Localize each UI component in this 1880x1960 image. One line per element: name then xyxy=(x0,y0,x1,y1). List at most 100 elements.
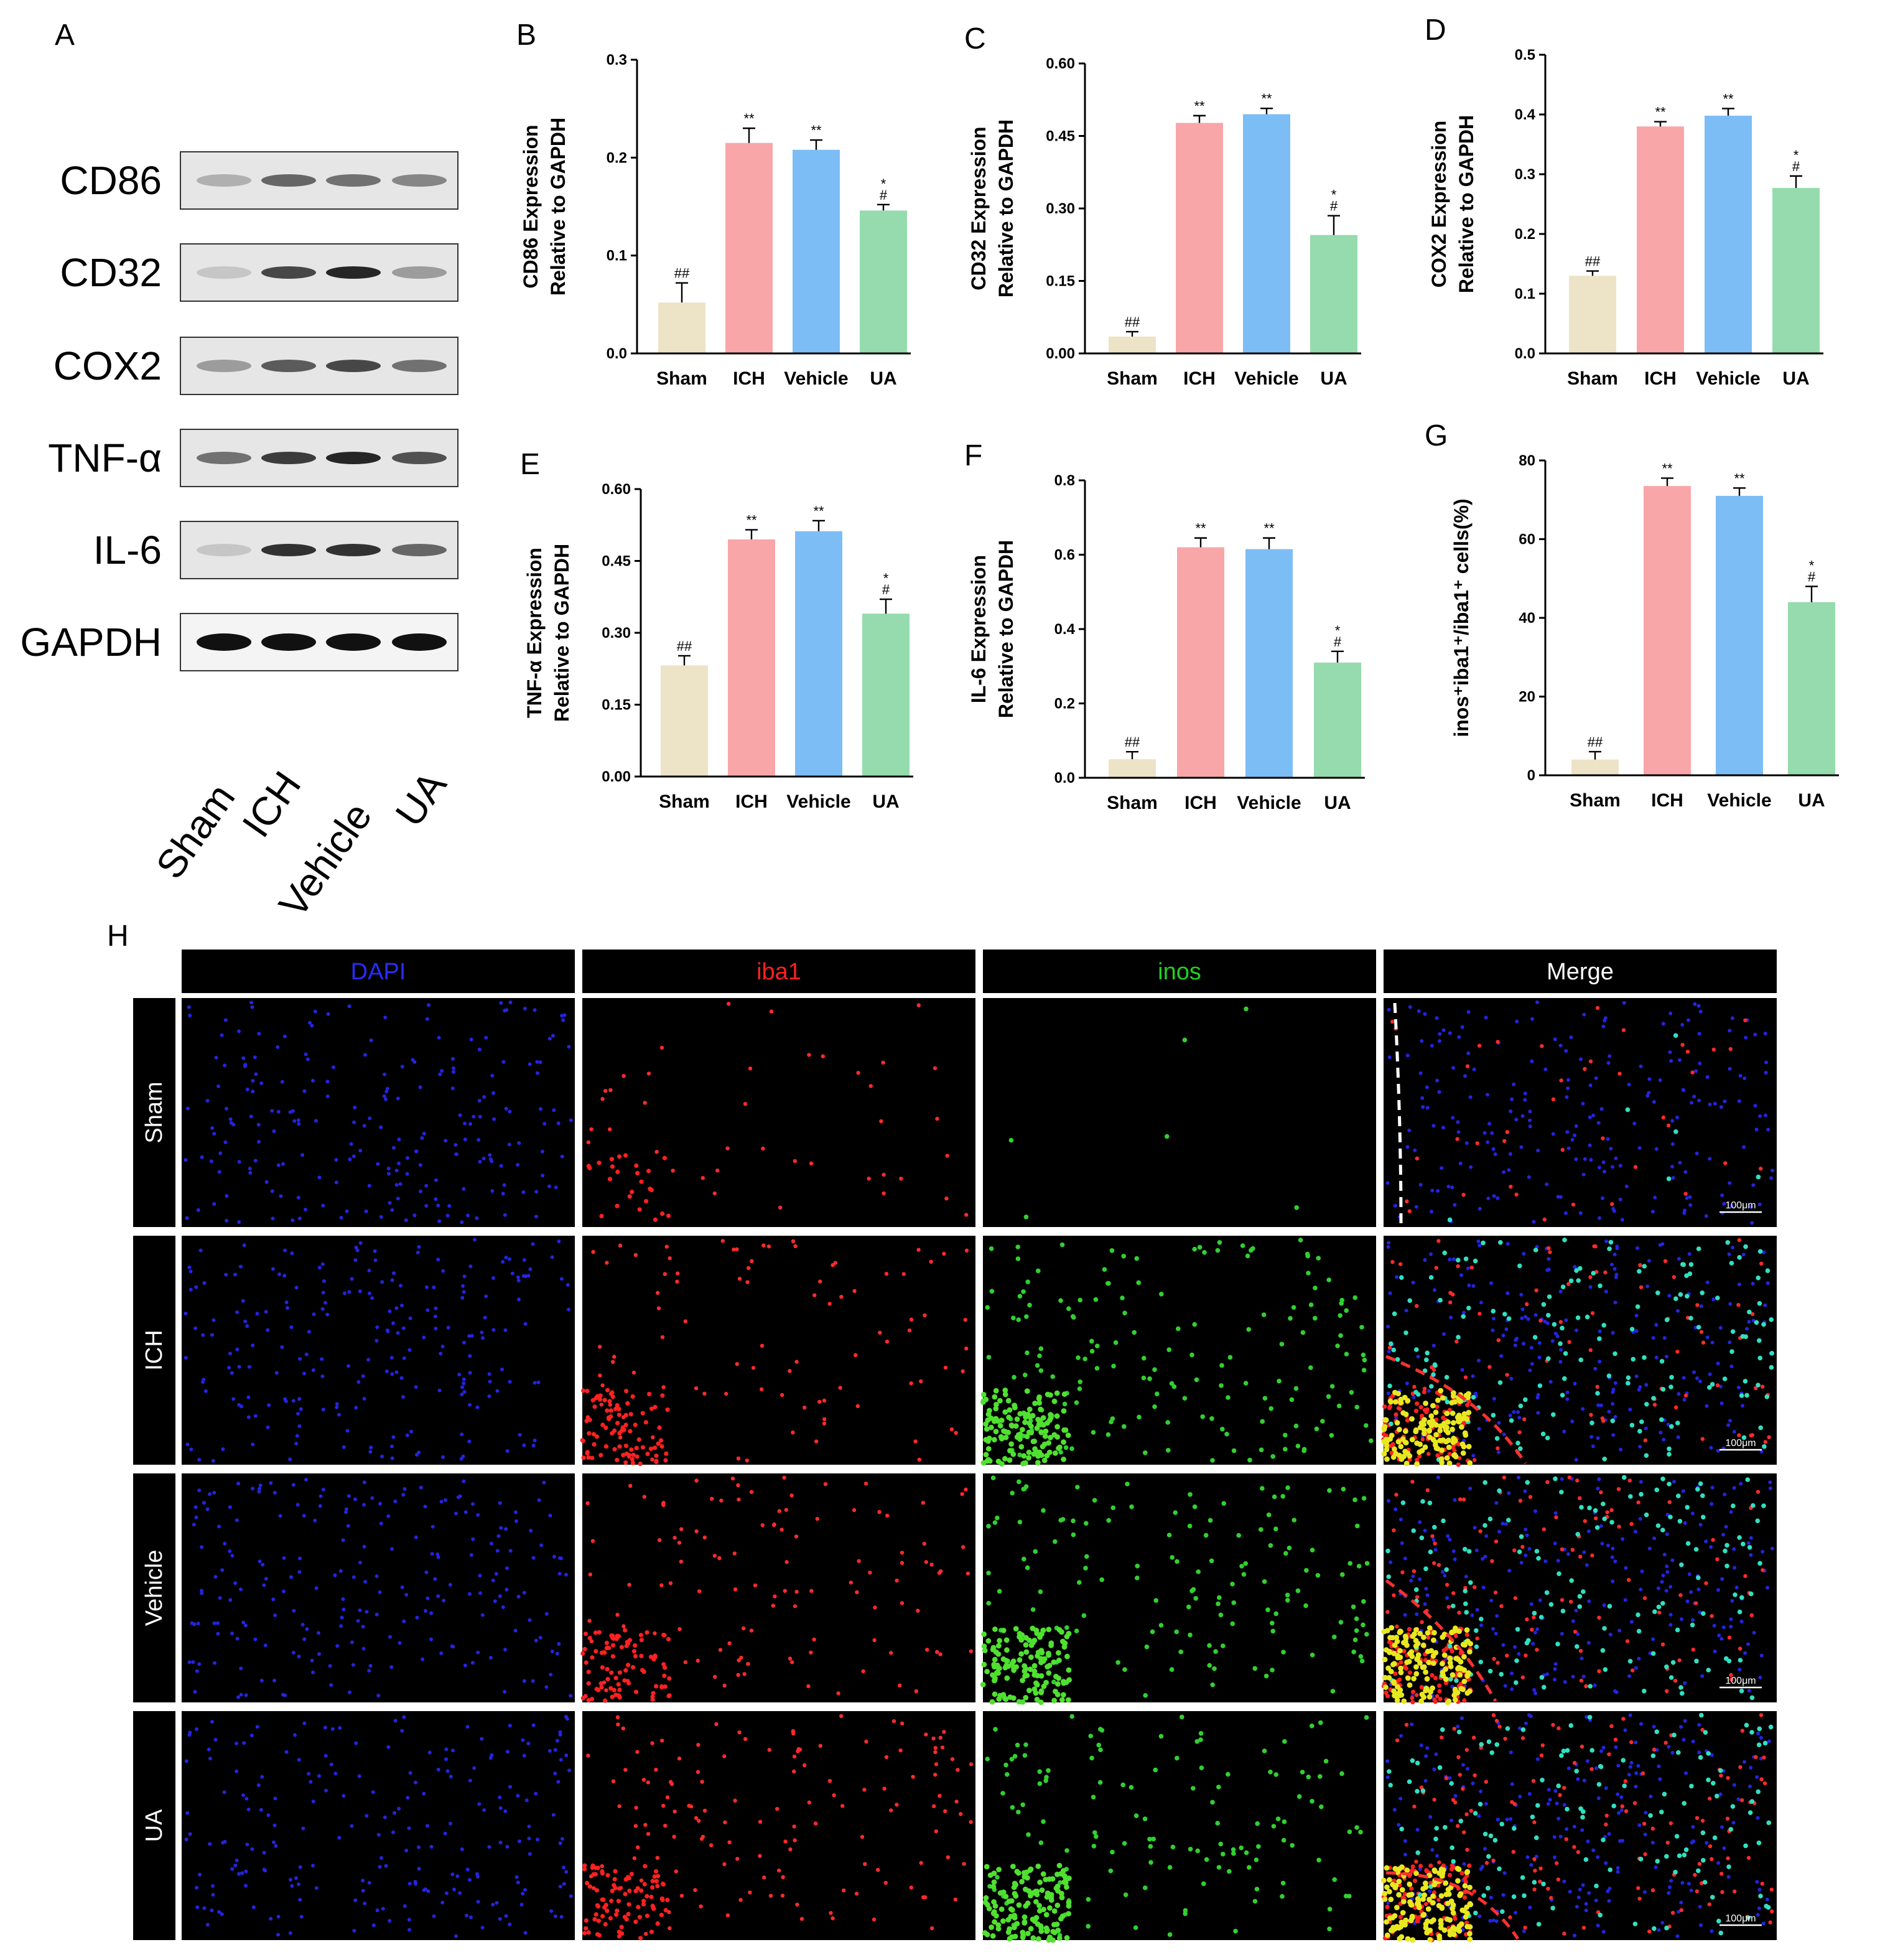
cell xyxy=(769,1009,774,1014)
protein-label: CD86 xyxy=(60,158,162,203)
cell xyxy=(1509,1750,1513,1755)
cell xyxy=(1551,1412,1556,1417)
cell xyxy=(862,1788,867,1792)
cell xyxy=(1484,1534,1489,1538)
cell xyxy=(508,1109,512,1114)
cell xyxy=(944,1197,949,1201)
cell xyxy=(1142,1816,1148,1821)
cell xyxy=(1395,1439,1402,1445)
cell xyxy=(677,1627,682,1631)
cell xyxy=(1438,1423,1444,1429)
cell xyxy=(1002,1429,1008,1435)
cell xyxy=(1598,1283,1603,1289)
cell xyxy=(417,1867,421,1871)
cell xyxy=(581,1455,586,1460)
cell xyxy=(321,1488,325,1491)
cell xyxy=(1295,1588,1301,1594)
cell xyxy=(1037,1632,1043,1638)
cell xyxy=(656,1441,661,1446)
axis xyxy=(1084,63,1361,355)
cell xyxy=(1568,1278,1574,1284)
cell xyxy=(1451,1603,1456,1608)
cell xyxy=(1338,1333,1343,1338)
cell xyxy=(964,1487,968,1492)
bar xyxy=(728,539,775,777)
cell xyxy=(1413,1429,1419,1435)
cell xyxy=(526,1274,531,1278)
cell xyxy=(885,1513,890,1518)
cell xyxy=(1479,1623,1483,1627)
cell xyxy=(560,1154,564,1159)
cell xyxy=(1731,1821,1736,1825)
cell xyxy=(1655,1748,1659,1752)
cell xyxy=(1668,1613,1673,1617)
cell xyxy=(659,1913,664,1918)
cell xyxy=(508,1379,512,1384)
cell xyxy=(1705,1841,1709,1845)
cell xyxy=(803,1763,807,1768)
cell xyxy=(1049,1876,1056,1882)
cell xyxy=(1524,1315,1528,1319)
cell xyxy=(749,1628,754,1633)
cell xyxy=(1088,1734,1093,1738)
cell xyxy=(991,1661,997,1668)
cell xyxy=(389,1356,394,1360)
y-tick-label: 0.3 xyxy=(607,52,627,68)
cell xyxy=(185,1216,189,1220)
bar xyxy=(1569,276,1616,353)
cell xyxy=(541,1174,545,1178)
cell xyxy=(1166,1448,1171,1453)
cell xyxy=(405,1172,409,1176)
cell xyxy=(1728,1029,1732,1033)
cell xyxy=(1463,1880,1468,1885)
cell xyxy=(393,1719,398,1723)
cell xyxy=(208,1842,212,1846)
cell xyxy=(1054,1883,1061,1890)
cell xyxy=(1136,1280,1141,1286)
cell xyxy=(940,1745,945,1750)
cell xyxy=(989,1289,995,1294)
cell xyxy=(616,1722,620,1727)
cell xyxy=(1123,1892,1128,1897)
panel-label: D xyxy=(1425,14,1446,47)
cell xyxy=(523,1931,528,1935)
cell xyxy=(969,1820,973,1824)
cell xyxy=(1010,1490,1015,1496)
cell xyxy=(1711,1781,1716,1786)
cell xyxy=(860,1835,865,1839)
cell xyxy=(630,1457,635,1462)
cell xyxy=(1746,1541,1751,1545)
cell xyxy=(638,1936,643,1941)
cell xyxy=(1627,1578,1631,1582)
cell xyxy=(1425,1630,1431,1636)
cell xyxy=(462,1390,467,1394)
cell xyxy=(1477,1801,1483,1807)
cell xyxy=(194,1285,198,1289)
cell xyxy=(1413,1148,1417,1152)
cell xyxy=(1064,1935,1070,1941)
cell xyxy=(1478,1529,1482,1534)
cell xyxy=(535,1060,539,1064)
cell xyxy=(1741,1253,1746,1257)
cell xyxy=(829,1911,833,1915)
cell xyxy=(1604,1813,1609,1818)
cell xyxy=(1125,1482,1130,1486)
cell xyxy=(317,1266,322,1270)
cell xyxy=(282,1274,287,1278)
cell xyxy=(773,1594,777,1598)
cell xyxy=(536,1380,541,1384)
cell xyxy=(1759,1777,1764,1781)
cell xyxy=(277,1272,281,1276)
cell xyxy=(994,1669,1000,1676)
cell xyxy=(354,1246,358,1249)
cell xyxy=(388,1919,392,1923)
cell xyxy=(659,1438,664,1443)
cell xyxy=(441,1455,445,1459)
cell xyxy=(480,1926,485,1930)
cell xyxy=(298,1357,302,1361)
cell xyxy=(1473,1773,1477,1778)
cell xyxy=(283,1248,287,1253)
cell xyxy=(1285,1598,1290,1603)
cell xyxy=(650,1741,654,1745)
cell xyxy=(1522,1893,1527,1898)
